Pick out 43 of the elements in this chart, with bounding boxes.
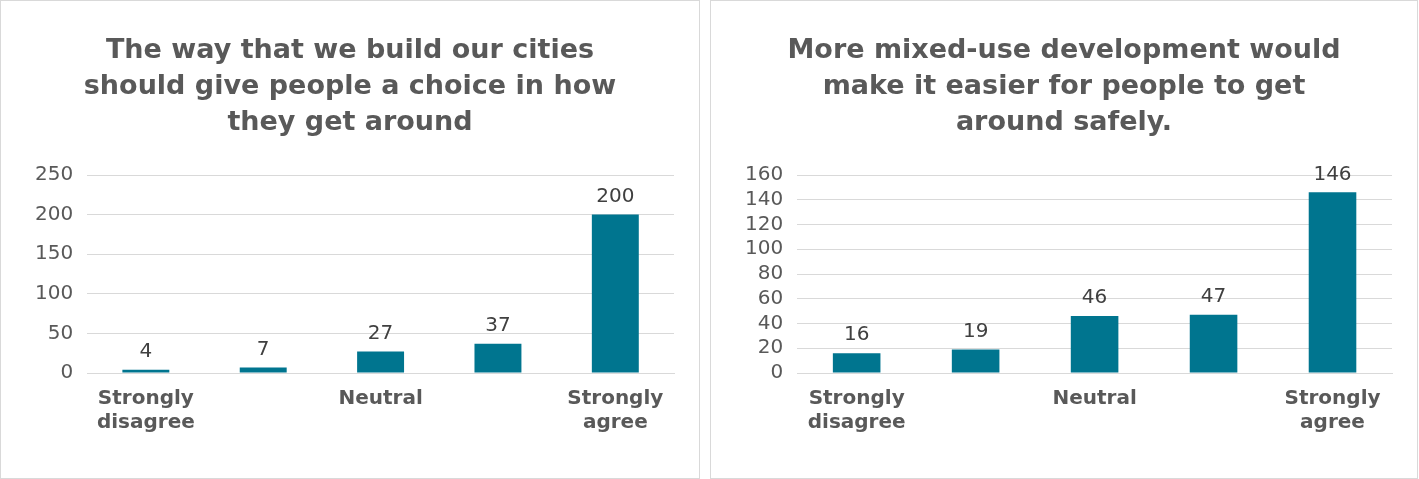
x-tick-label: Strongly agree xyxy=(1284,385,1381,434)
data-label: 7 xyxy=(256,335,270,360)
y-tick-label: 40 xyxy=(757,309,784,334)
data-label: 19 xyxy=(962,317,989,342)
bar xyxy=(474,343,522,373)
y-tick-label: 100 xyxy=(34,280,74,304)
bar xyxy=(591,214,639,373)
y-tick-label: 100 xyxy=(744,235,784,260)
data-label: 27 xyxy=(367,319,394,344)
x-tick-label: Strongly disagree xyxy=(807,385,906,434)
y-tick-label: 150 xyxy=(34,240,74,265)
y-tick-label: 60 xyxy=(757,284,784,309)
data-label: 4 xyxy=(139,338,153,363)
data-label: 146 xyxy=(1313,160,1352,185)
x-tick-label: Neutral xyxy=(338,385,423,410)
x-tick-label: Neutral xyxy=(1052,385,1137,410)
bar xyxy=(357,351,405,373)
y-tick-label: 200 xyxy=(34,200,74,225)
y-tick-label: 20 xyxy=(757,334,784,359)
bar xyxy=(951,349,1000,373)
y-tick-label: 0 xyxy=(60,359,74,384)
y-tick-label: 50 xyxy=(47,319,74,344)
x-tick-label: Strongly disagree xyxy=(96,385,195,434)
bar xyxy=(239,367,287,373)
bar xyxy=(1308,192,1357,373)
bar xyxy=(832,353,881,373)
y-tick-label: 250 xyxy=(34,161,74,186)
y-tick-label: 120 xyxy=(744,210,784,235)
chart-title: More mixed-use development would make it easier for people to get around safely. xyxy=(786,32,1342,138)
data-label: 47 xyxy=(1200,283,1227,308)
chart-title: The way that we build our cities should give people a choice in how they get around xyxy=(82,32,618,138)
bar xyxy=(1189,314,1238,373)
data-label: 200 xyxy=(596,182,635,207)
y-tick-label: 0 xyxy=(770,359,784,384)
y-tick-label: 80 xyxy=(757,260,784,285)
bar xyxy=(122,369,170,373)
data-label: 46 xyxy=(1081,284,1108,309)
y-tick-label: 160 xyxy=(744,161,784,186)
bar xyxy=(1070,316,1119,373)
y-tick-label: 140 xyxy=(744,185,784,210)
data-label: 37 xyxy=(485,311,511,336)
x-tick-label: Strongly agree xyxy=(567,385,664,434)
data-label: 16 xyxy=(843,321,870,346)
